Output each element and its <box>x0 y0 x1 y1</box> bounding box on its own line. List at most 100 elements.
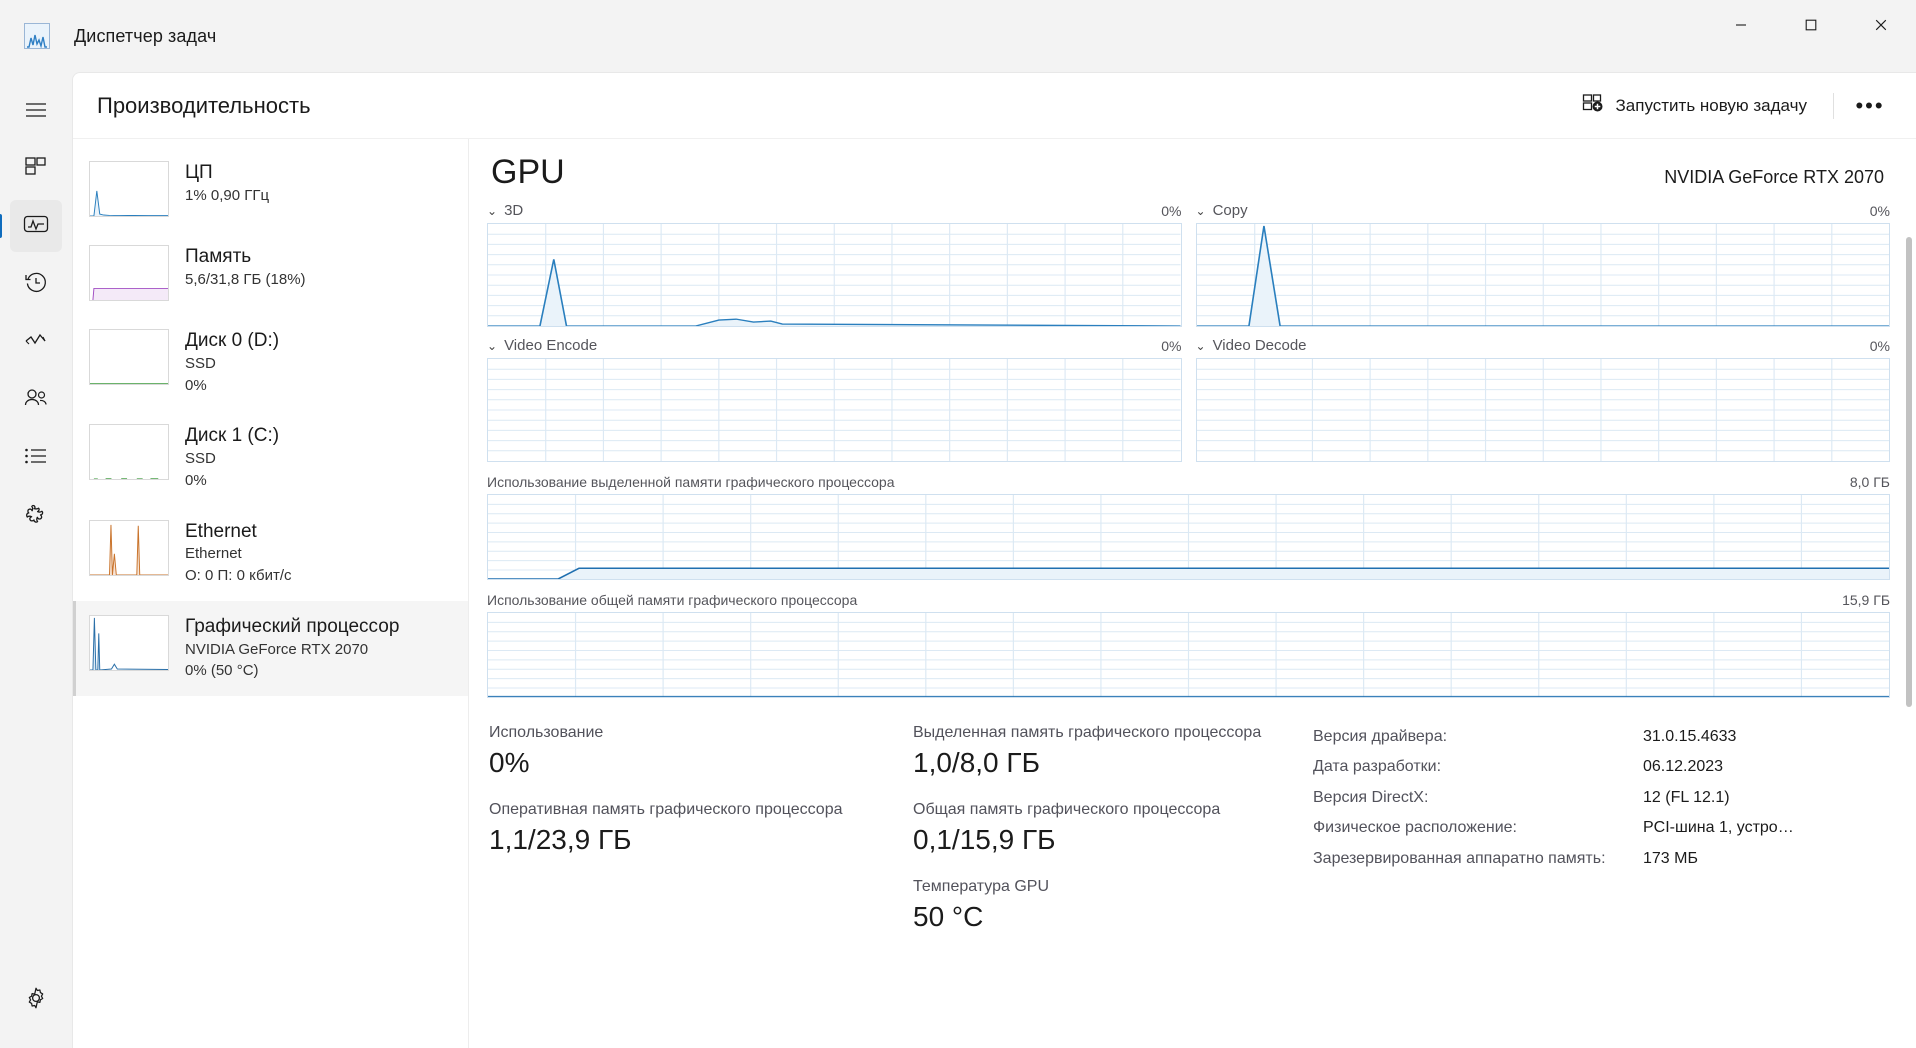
shared-memory-max: 15,9 ГБ <box>1842 592 1890 608</box>
engine-label-copy: Copy <box>1212 202 1248 219</box>
maximize-button[interactable] <box>1776 0 1846 50</box>
resource-item-memory[interactable]: Память 5,6/31,8 ГБ (18%) <box>73 231 468 315</box>
stat-label-gpu-ram: Оперативная память графического процессо… <box>489 801 843 819</box>
sidebar-item-details[interactable] <box>10 432 62 484</box>
page-header: Производительность Запустит <box>73 73 1916 139</box>
run-new-task-button[interactable]: Запустить новую задачу <box>1570 87 1819 125</box>
resource-name: Диск 1 (C:) <box>185 425 280 447</box>
task-manager-icon <box>24 23 50 49</box>
info-key: Физическое расположение: <box>1313 819 1517 837</box>
gpu-stats: Использование 0% Оперативная память граф… <box>487 720 1890 952</box>
shared-memory-label: Использование общей памяти графического … <box>487 592 858 608</box>
engine-label-row-video-decode: ⌄ Video Decode 0% <box>1196 337 1891 358</box>
detail-scrollbar[interactable] <box>1904 147 1914 1040</box>
memory-mini-graph <box>89 245 169 301</box>
detail-header: GPU NVIDIA GeForce RTX 2070 <box>487 153 1890 192</box>
title-bar: Диспетчер задач <box>0 0 1916 72</box>
resource-sub-1: 0% (50 °C) <box>185 662 259 680</box>
sidebar-item-performance[interactable] <box>0 200 62 252</box>
engine-label-video-encode: Video Encode <box>504 337 598 354</box>
run-new-task-label: Запустить новую задачу <box>1615 95 1807 115</box>
resource-sub-0: Ethernet <box>185 545 242 563</box>
stat-value-gpu-temperature: 50 °C <box>913 900 984 932</box>
resource-sub-0: 1% 0,90 ГГц <box>185 186 270 204</box>
engine-cell-video-encode: ⌄ Video Encode 0% <box>487 337 1182 462</box>
window-title: Диспетчер задач <box>74 25 217 46</box>
minimize-button[interactable] <box>1706 0 1776 50</box>
dedicated-memory-label: Использование выделенной памяти графичес… <box>487 474 895 490</box>
engine-graph-video-decode <box>1195 358 1890 462</box>
engine-graph-video-encode <box>487 358 1182 462</box>
resource-text: Ethernet Ethernet О: 0 П: 0 кбит/с <box>185 520 292 587</box>
chevron-down-icon[interactable]: ⌄ <box>487 338 498 353</box>
gpu-device-name: NVIDIA GeForce RTX 2070 <box>1664 167 1884 187</box>
info-value: PCI-шина 1, устро… <box>1643 819 1794 837</box>
engine-graph-row-2: ⌄ Video Encode 0% <box>487 337 1890 462</box>
engine-label-row-3d: ⌄ 3D 0% <box>487 202 1182 223</box>
resource-list: ЦП 1% 0,90 ГГц Память <box>73 139 469 1048</box>
engine-label-row-copy: ⌄ Copy 0% <box>1196 202 1891 223</box>
info-key: Зарезервированная аппаратно память: <box>1313 849 1606 867</box>
stat-value-utilization: 0% <box>489 746 530 778</box>
scrollbar-thumb[interactable] <box>1906 237 1912 707</box>
engine-label-row-video-encode: ⌄ Video Encode 0% <box>487 337 1182 358</box>
disk0-mini-graph <box>89 329 169 385</box>
engine-label-3d: 3D <box>504 202 524 219</box>
info-row-driver-version: Версия драйвера: 31.0.15.4633 <box>1313 722 1890 752</box>
info-value: 06.12.2023 <box>1643 758 1724 776</box>
resource-item-disk1[interactable]: Диск 1 (C:) SSD 0% <box>73 410 468 505</box>
sidebar-item-users[interactable] <box>10 374 62 426</box>
info-row-physical-location: Физическое расположение: PCI-шина 1, уст… <box>1313 813 1890 843</box>
stats-column-memory: Выделенная память графического процессор… <box>913 720 1313 952</box>
gpu-mini-graph <box>89 614 169 671</box>
dedicated-memory-block: Использование выделенной памяти графичес… <box>487 474 1890 580</box>
performance-icon <box>23 214 49 239</box>
chevron-down-icon[interactable]: ⌄ <box>487 203 498 218</box>
resource-name: Графический процессор <box>185 615 400 637</box>
resource-text: Память 5,6/31,8 ГБ (18%) <box>185 245 306 291</box>
startup-apps-icon <box>23 330 49 355</box>
engine-label-video-decode: Video Decode <box>1212 337 1307 354</box>
processes-icon <box>24 155 48 182</box>
dedicated-memory-graph <box>487 494 1890 580</box>
sidebar-item-app-history[interactable] <box>10 258 62 310</box>
engine-graph-row-1: ⌄ 3D 0% <box>487 202 1890 327</box>
new-task-icon <box>1582 93 1604 118</box>
hamburger-menu-icon[interactable] <box>10 84 62 136</box>
resource-item-ethernet[interactable]: Ethernet Ethernet О: 0 П: 0 кбит/с <box>73 506 468 601</box>
engine-max-video-decode: 0% <box>1869 337 1890 354</box>
stat-value-gpu-ram: 1,1/23,9 ГБ <box>489 823 632 855</box>
sidebar-item-startup-apps[interactable] <box>10 316 62 368</box>
chevron-down-icon[interactable]: ⌄ <box>1195 203 1206 218</box>
sidebar-item-services[interactable] <box>10 490 62 542</box>
info-key: Версия DirectX: <box>1313 788 1429 806</box>
resource-text: Графический процессор NVIDIA GeForce RTX… <box>185 615 399 682</box>
resource-sub-1: 0% <box>185 376 207 394</box>
close-button[interactable] <box>1846 0 1916 50</box>
resource-text: Диск 0 (D:) SSD 0% <box>185 329 279 396</box>
navigation-rail <box>0 72 72 1048</box>
resource-item-cpu[interactable]: ЦП 1% 0,90 ГГц <box>73 147 468 231</box>
sidebar-item-processes[interactable] <box>10 142 62 194</box>
gear-icon <box>24 986 48 1015</box>
stat-label-shared-memory: Общая память графического процессора <box>913 801 1221 819</box>
shared-memory-label-row: Использование общей памяти графического … <box>487 592 1890 612</box>
info-row-directx-version: Версия DirectX: 12 (FL 12.1) <box>1313 783 1890 813</box>
header-actions: Запустить новую задачу ••• <box>1570 87 1892 125</box>
stat-value-dedicated-memory: 1,0/8,0 ГБ <box>913 746 1040 778</box>
resource-item-gpu[interactable]: Графический процессор NVIDIA GeForce RTX… <box>73 600 468 697</box>
engine-cell-copy: ⌄ Copy 0% <box>1195 202 1891 327</box>
more-options-button[interactable]: ••• <box>1855 92 1885 118</box>
resource-item-disk0[interactable]: Диск 0 (D:) SSD 0% <box>73 315 468 410</box>
services-icon <box>24 502 48 531</box>
sidebar-item-settings[interactable] <box>10 974 62 1026</box>
resource-name: Диск 0 (D:) <box>185 330 280 351</box>
shared-memory-graph <box>487 612 1890 698</box>
info-key: Дата разработки: <box>1313 758 1442 776</box>
resource-sub-0: 5,6/31,8 ГБ (18%) <box>185 270 306 288</box>
chevron-down-icon[interactable]: ⌄ <box>1195 338 1206 353</box>
stats-column-usage: Использование 0% Оперативная память граф… <box>489 720 913 952</box>
info-value: 173 МБ <box>1643 849 1698 867</box>
header-divider <box>1833 92 1834 119</box>
